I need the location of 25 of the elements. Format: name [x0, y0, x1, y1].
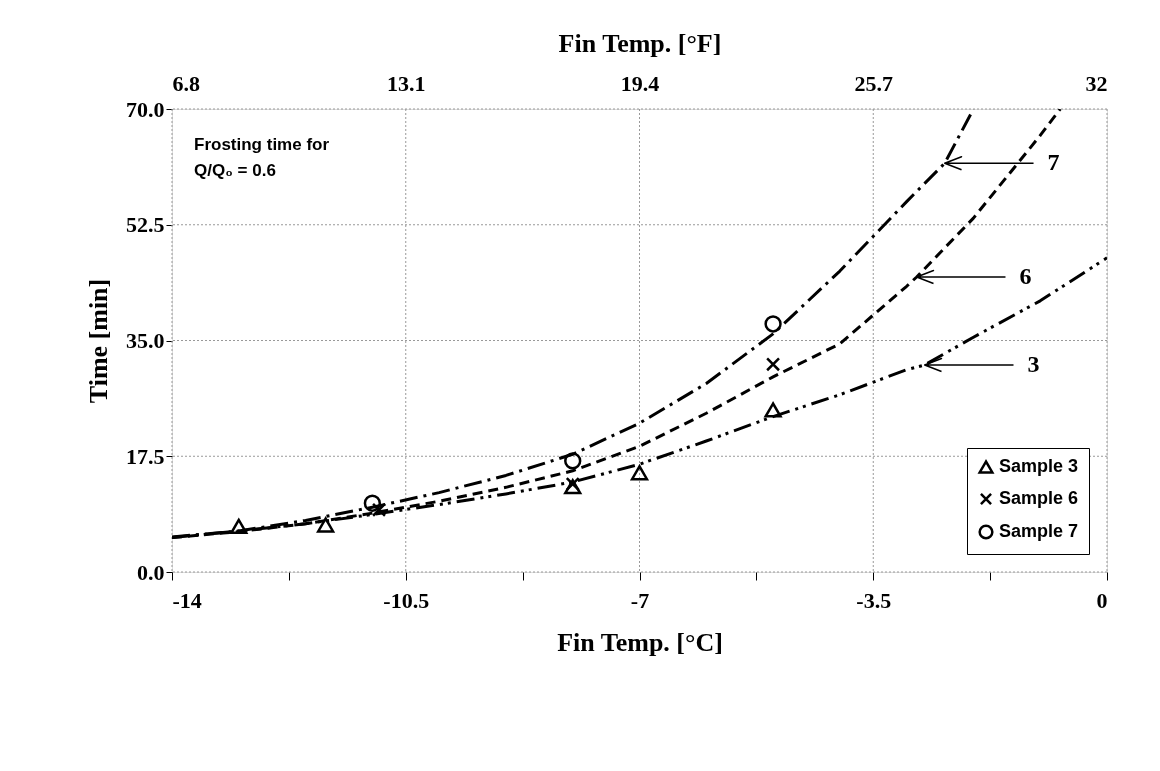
legend-label: Sample 7 — [999, 521, 1079, 541]
x2-tick-label: 19.4 — [620, 70, 660, 96]
y-tick-label: 17.5 — [126, 443, 165, 469]
x-axis-title: Fin Temp. [°C] — [557, 627, 723, 657]
annotation: Frosting time for Q/Q₀ = 0.6 — [194, 135, 330, 180]
y-tick-label: 70.0 — [126, 96, 165, 122]
x-tick-label: -7 — [630, 587, 650, 613]
x2-tick-label: 32 — [1085, 70, 1108, 96]
x-tick-label: 0 — [1096, 587, 1108, 613]
y-axis-title: Time [min] — [84, 278, 113, 404]
annotation: 7 — [1047, 149, 1060, 176]
x2-tick-label: 13.1 — [387, 70, 426, 96]
x-tick-label: -10.5 — [383, 587, 430, 613]
y-tick-label: 0.0 — [137, 559, 165, 585]
x-tick-label: -3.5 — [856, 587, 892, 613]
annotation: 3 — [1027, 350, 1040, 377]
y-tick-label: 35.0 — [126, 328, 165, 353]
annotation: 6 — [1019, 263, 1032, 289]
x2-tick-label: 25.7 — [854, 70, 893, 96]
legend-label: Sample 6 — [999, 488, 1079, 508]
x2-axis-title: Fin Temp. [°F] — [558, 28, 722, 58]
y-tick-label: 52.5 — [126, 212, 165, 238]
x-tick-label: -14 — [172, 587, 202, 613]
legend-label: Sample 3 — [999, 456, 1079, 476]
x2-tick-label: 6.8 — [172, 70, 200, 96]
